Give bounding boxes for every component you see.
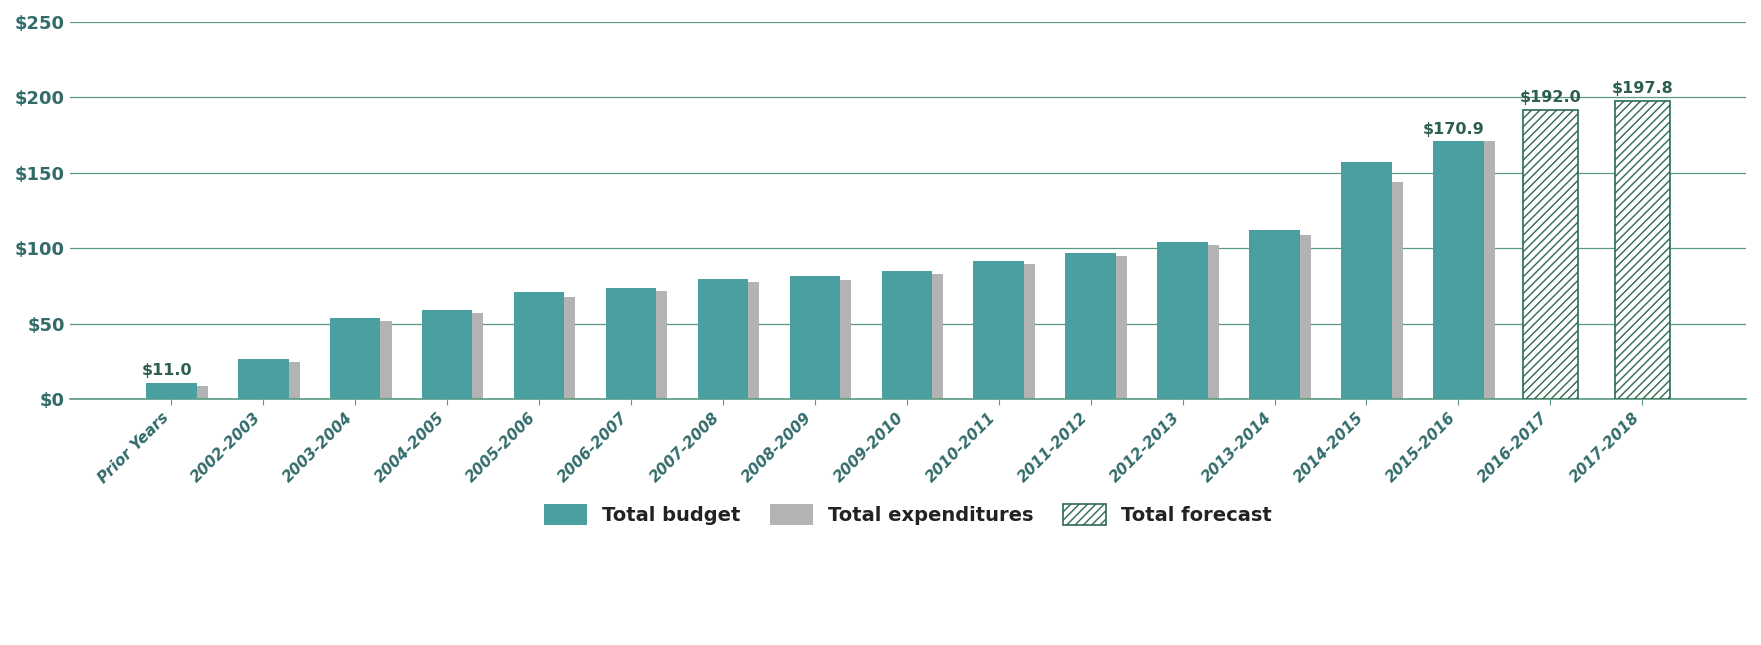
Bar	[893, 274, 944, 399]
Bar	[433, 313, 484, 399]
Bar	[514, 292, 564, 399]
Text: $11.0: $11.0	[141, 363, 192, 378]
Bar	[708, 282, 759, 399]
Bar	[801, 280, 851, 399]
Text: $170.9: $170.9	[1423, 122, 1485, 137]
Bar	[1168, 245, 1219, 399]
Bar	[1076, 256, 1127, 399]
Bar	[342, 321, 391, 399]
Bar	[606, 288, 657, 399]
Bar	[525, 297, 576, 399]
Bar	[1261, 235, 1310, 399]
Bar	[1342, 163, 1391, 399]
Bar	[974, 261, 1023, 399]
Bar	[1615, 101, 1669, 399]
Bar	[1352, 182, 1404, 399]
Bar	[248, 362, 299, 399]
Bar	[984, 264, 1035, 399]
Bar	[882, 271, 932, 399]
Bar	[1444, 141, 1495, 399]
Bar	[238, 359, 289, 399]
Bar	[1249, 230, 1300, 399]
Text: $197.8: $197.8	[1611, 81, 1673, 96]
Bar	[1157, 243, 1208, 399]
Bar	[157, 386, 208, 399]
Bar	[789, 275, 840, 399]
Bar	[697, 279, 748, 399]
Bar	[1065, 253, 1116, 399]
Bar	[329, 318, 380, 399]
Bar	[1433, 141, 1485, 399]
Bar	[1523, 110, 1578, 399]
Bar	[423, 310, 472, 399]
Bar	[616, 291, 667, 399]
Text: $192.0: $192.0	[1520, 90, 1581, 105]
Bar	[146, 382, 197, 399]
Legend: Total budget, Total expenditures, Total forecast: Total budget, Total expenditures, Total …	[535, 497, 1280, 533]
